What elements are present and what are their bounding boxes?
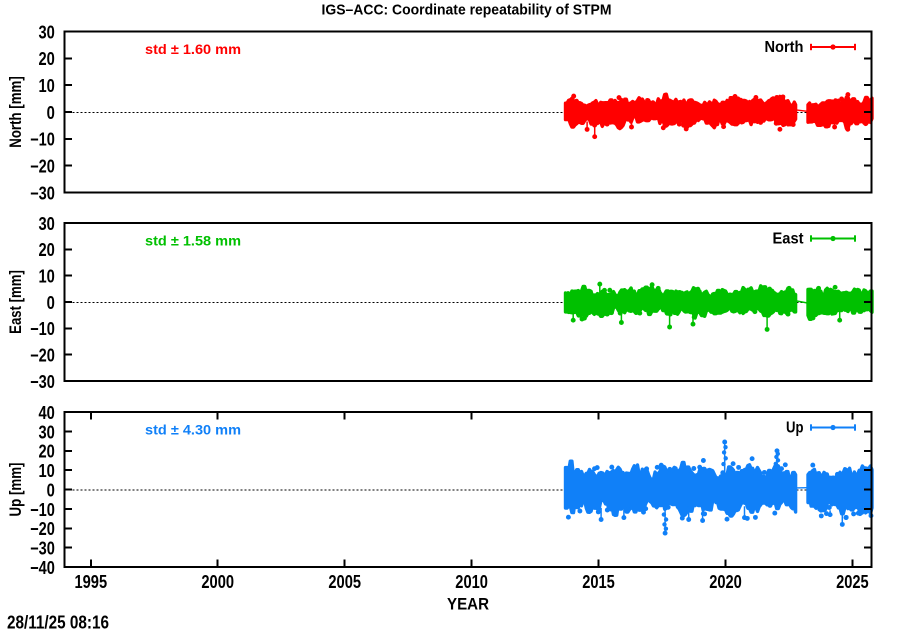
svg-text:20: 20 <box>39 240 55 260</box>
svg-text:10: 10 <box>39 461 55 481</box>
svg-text:−20: −20 <box>30 519 55 539</box>
svg-text:Up [mm]: Up [mm] <box>6 463 25 517</box>
svg-text:std ± 1.58 mm: std ± 1.58 mm <box>145 233 241 249</box>
svg-text:0: 0 <box>47 293 55 313</box>
svg-text:30: 30 <box>39 214 55 234</box>
svg-text:30: 30 <box>39 22 55 42</box>
svg-text:North [mm]: North [mm] <box>6 76 25 148</box>
svg-text:0: 0 <box>47 103 55 123</box>
svg-text:East [mm]: East [mm] <box>6 270 25 334</box>
svg-text:2010: 2010 <box>455 572 488 592</box>
svg-text:20: 20 <box>39 442 55 462</box>
svg-text:North: North <box>765 39 804 56</box>
svg-text:−10: −10 <box>30 130 55 150</box>
svg-text:1995: 1995 <box>75 572 108 592</box>
svg-text:−10: −10 <box>30 500 55 520</box>
svg-text:YEAR: YEAR <box>447 595 489 614</box>
svg-text:40: 40 <box>39 403 55 423</box>
svg-text:East: East <box>773 231 804 248</box>
svg-text:−20: −20 <box>30 346 55 366</box>
svg-text:−30: −30 <box>30 372 55 392</box>
svg-text:std ± 1.60 mm: std ± 1.60 mm <box>145 42 241 58</box>
svg-text:std ± 4.30 mm: std ± 4.30 mm <box>145 422 241 438</box>
svg-text:−30: −30 <box>30 539 55 559</box>
svg-text:2020: 2020 <box>709 572 742 592</box>
svg-text:30: 30 <box>39 422 55 442</box>
svg-text:2005: 2005 <box>328 572 361 592</box>
svg-text:2015: 2015 <box>582 572 615 592</box>
svg-text:10: 10 <box>39 267 55 287</box>
svg-text:−20: −20 <box>30 157 55 177</box>
svg-text:IGS–ACC: Coordinate repeatabil: IGS–ACC: Coordinate repeatability of STP… <box>322 2 612 19</box>
svg-text:Up: Up <box>786 420 804 437</box>
svg-text:−40: −40 <box>30 558 55 578</box>
svg-text:10: 10 <box>39 76 55 96</box>
svg-text:2000: 2000 <box>201 572 234 592</box>
svg-text:20: 20 <box>39 49 55 69</box>
svg-text:2025: 2025 <box>836 572 869 592</box>
svg-text:−30: −30 <box>30 183 55 203</box>
svg-text:28/11/25 08:16: 28/11/25 08:16 <box>7 612 109 630</box>
svg-text:0: 0 <box>47 480 55 500</box>
svg-text:−10: −10 <box>30 319 55 339</box>
